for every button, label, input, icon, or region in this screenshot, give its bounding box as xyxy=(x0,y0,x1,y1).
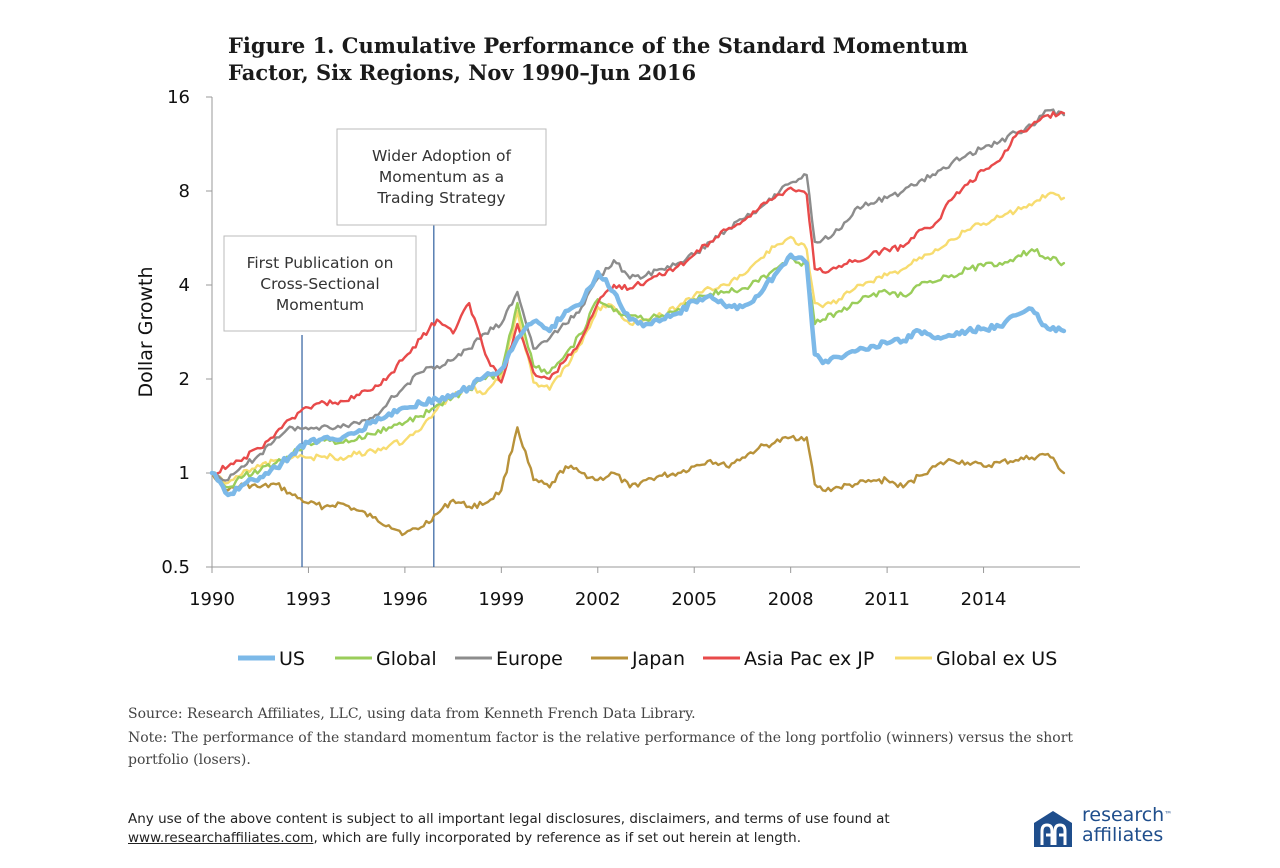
y-axis-label: Dollar Growth xyxy=(135,266,157,397)
series-line-asia-pac-ex-jp xyxy=(210,110,1066,475)
legend-label: Global ex US xyxy=(936,648,1057,670)
line-chart: 16 8 4 2 1 0.5 1990 1993 1996 1999 2002 2005 2008 201… xyxy=(135,87,1080,670)
x-tick-label: 1990 xyxy=(189,589,235,610)
x-tick-label: 1999 xyxy=(478,589,524,610)
disclaimer-text: Any use of the above content is subject … xyxy=(128,811,890,827)
x-tick-label: 1993 xyxy=(286,589,332,610)
x-tick-label: 2005 xyxy=(671,589,717,610)
chart-series xyxy=(209,108,1067,537)
chart-title-line-1: Figure 1. Cumulative Performance of the … xyxy=(228,33,969,58)
methodology-note: Note: The performance of the standard mo… xyxy=(128,730,1074,768)
chart-legend: US Global Europe Japan Asia Pac ex JP Global … xyxy=(238,648,1057,670)
disclaimer-link[interactable]: www.researchaffiliates.com xyxy=(128,830,314,846)
x-tick-label: 2008 xyxy=(768,589,814,610)
y-tick-label: 2 xyxy=(179,369,190,390)
disclaimer-text-rest: , which are fully incorporated by refere… xyxy=(313,830,802,846)
series-line-us xyxy=(209,252,1067,498)
research-affiliates-logo: research™ affiliates xyxy=(1030,805,1180,853)
y-tick-label: 4 xyxy=(179,275,190,296)
source-note: Source: Research Affiliates, LLC, using … xyxy=(128,706,696,722)
legend-label: Europe xyxy=(496,648,563,670)
chart-title-line-2: Factor, Six Regions, Nov 1990–Jun 2016 xyxy=(228,60,697,85)
y-tick-label: 16 xyxy=(167,87,190,108)
annotation-text: First Publication on xyxy=(247,254,394,272)
annotation-text: Momentum as a xyxy=(379,168,504,186)
x-tick-label: 2002 xyxy=(575,589,621,610)
annotation-text: Wider Adoption of xyxy=(372,147,512,165)
legend-label: Global xyxy=(376,648,437,670)
legend-label: Asia Pac ex JP xyxy=(744,648,874,670)
legal-disclaimer: Any use of the above content is subject … xyxy=(128,810,928,848)
series-line-europe xyxy=(210,108,1066,482)
series-line-global xyxy=(210,248,1066,489)
logo-mark-icon xyxy=(1034,811,1072,847)
chart-annotations: First Publication on Cross-Sectional Momen… xyxy=(223,128,547,567)
x-tick-label: 1996 xyxy=(382,589,428,610)
logo-line-2: affiliates xyxy=(1082,824,1164,846)
annotation-box xyxy=(336,128,547,226)
annotation-text: Trading Strategy xyxy=(376,189,505,207)
logo-line-1: research xyxy=(1082,804,1165,826)
x-tick-label: 2011 xyxy=(864,589,910,610)
annotation-text: Momentum xyxy=(276,296,364,314)
legend-label: US xyxy=(279,648,305,670)
chart-title: Figure 1. Cumulative Performance of the … xyxy=(228,32,1048,86)
legend-label: Japan xyxy=(631,648,685,670)
y-tick-label: 1 xyxy=(179,463,190,484)
x-tick-label: 2014 xyxy=(961,589,1007,610)
chart-axes: 16 8 4 2 1 0.5 1990 1993 1996 1999 2002 2005 2008 201… xyxy=(135,87,1080,610)
series-line-japan xyxy=(210,426,1066,537)
logo-wordmark: research™ affiliates xyxy=(1082,805,1172,845)
logo-trademark: ™ xyxy=(1164,810,1173,819)
y-tick-label: 8 xyxy=(179,181,190,202)
annotation-text: Cross-Sectional xyxy=(260,275,379,293)
annotation-box xyxy=(223,235,417,332)
y-tick-label: 0.5 xyxy=(161,557,190,578)
